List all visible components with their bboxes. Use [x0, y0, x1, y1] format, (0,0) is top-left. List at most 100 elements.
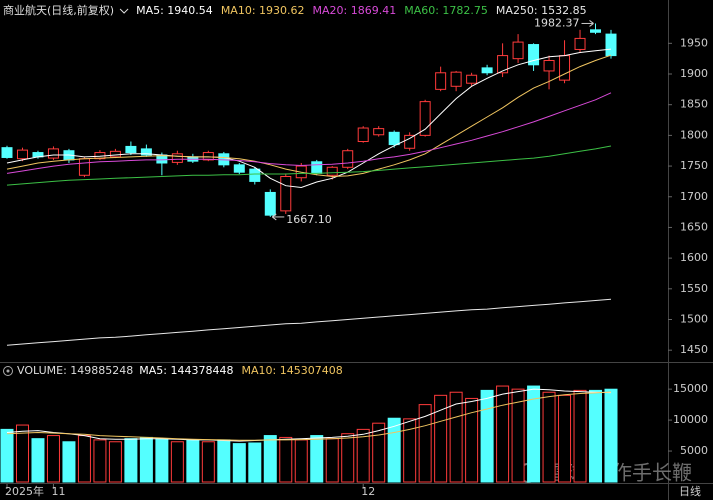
candle-body	[357, 127, 369, 143]
legend-entry: MA250: 1532.85	[496, 4, 587, 17]
y-tick-label: 1850	[680, 98, 708, 111]
volume-bar	[201, 441, 215, 483]
candle-body	[590, 29, 602, 33]
volume-bar	[542, 391, 556, 483]
volume-bar	[325, 438, 339, 483]
candle-body	[373, 128, 385, 136]
y-tick-label: 5000	[680, 444, 708, 457]
volume-bar	[356, 428, 370, 483]
y-tick-label: 10000	[673, 413, 708, 426]
x-tick-label: 11	[51, 485, 65, 498]
volume-bar	[387, 417, 401, 483]
volume-bar	[418, 404, 432, 483]
candle-body	[249, 168, 261, 182]
y-tick-label: 1800	[680, 128, 708, 141]
volume-bar	[527, 385, 541, 483]
candle-body	[140, 148, 152, 156]
volume-bar	[589, 389, 603, 483]
candle-body	[404, 134, 416, 149]
candle-body	[109, 150, 121, 158]
volume-bar	[434, 394, 448, 483]
candle-body	[280, 175, 292, 212]
candle-body	[311, 161, 323, 174]
volume-bar	[604, 388, 618, 483]
candle-body	[605, 33, 617, 57]
candle-body	[419, 101, 431, 136]
volume-bar	[403, 418, 417, 483]
candle-body	[202, 152, 214, 161]
dropdown-icon[interactable]	[119, 8, 129, 14]
annotation-label: 1667.10	[286, 213, 332, 226]
legend-entry: MA20: 1869.41	[313, 4, 397, 17]
volume-bar	[170, 441, 184, 483]
candle-body	[47, 148, 59, 159]
arrow-head	[589, 20, 594, 27]
moving-average-line	[6, 145, 612, 186]
volume-bar	[248, 442, 262, 483]
panel-title[interactable]: 商业航天(日线,前复权)	[3, 3, 114, 17]
y-tick-label: 1550	[680, 282, 708, 295]
candle-body	[512, 41, 524, 60]
y-tick-label: 15000	[673, 382, 708, 395]
annotation-label: 1982.37	[534, 16, 580, 29]
volume-bar	[573, 389, 587, 483]
candle-body	[528, 44, 540, 66]
volume-bar	[186, 439, 200, 483]
legend-entry: MA10: 1930.62	[221, 4, 305, 17]
candle-body	[497, 55, 509, 74]
volume-bar	[232, 443, 246, 483]
y-tick-label: 1500	[680, 312, 708, 325]
candle-body	[264, 191, 276, 216]
y-tick-label: 1650	[680, 220, 708, 233]
candle-body	[435, 72, 447, 90]
candle-body	[559, 55, 571, 81]
y-tick-label: 1600	[680, 251, 708, 264]
candle-body	[326, 166, 338, 176]
x-tick-label: 2025年	[5, 484, 44, 498]
volume-bar	[0, 428, 14, 483]
volume-bar	[558, 394, 572, 483]
moving-average-line	[6, 92, 612, 174]
volume-bar	[124, 438, 138, 483]
volume-bar	[480, 389, 494, 483]
moving-average-line	[6, 391, 612, 441]
legend-entry: MA10: 145307408	[241, 364, 342, 377]
volume-bar	[263, 435, 277, 483]
volume-bar	[93, 439, 107, 483]
legend-entry: MA60: 1782.75	[404, 4, 488, 17]
volume-bar	[31, 438, 45, 483]
x-tick-label: 12	[361, 485, 375, 498]
volume-icon-dot	[6, 369, 10, 373]
volume-bar	[465, 397, 479, 483]
candle-body	[342, 150, 354, 168]
candle-body	[1, 147, 13, 158]
volume-bar	[511, 388, 525, 483]
watermark: 作手长鞭	[612, 461, 692, 485]
legend-entry: MA5: 1940.54	[136, 4, 213, 17]
candle-body	[481, 67, 493, 74]
volume-bar	[108, 441, 122, 483]
volume-icon[interactable]	[3, 366, 13, 376]
candle-body	[233, 164, 245, 173]
moving-average-line	[6, 48, 612, 189]
volume-bar	[372, 422, 386, 483]
candle-body	[16, 149, 28, 160]
volume-bar	[496, 385, 510, 483]
legend-entry: MA5: 144378448	[139, 364, 233, 377]
y-tick-label: 1750	[680, 159, 708, 172]
y-tick-label: 1450	[680, 343, 708, 356]
y-tick-label: 1900	[680, 67, 708, 80]
panel-title[interactable]: VOLUME: 149885248	[17, 364, 133, 377]
candle-body	[543, 60, 555, 72]
volume-bar	[155, 438, 169, 483]
candle-body	[466, 74, 478, 84]
volume-bar	[294, 439, 308, 483]
volume-bar	[46, 435, 60, 483]
volume-bar	[449, 391, 463, 483]
volume-bar	[279, 436, 293, 483]
volume-bar	[217, 439, 231, 483]
candle-body	[78, 158, 90, 176]
period-label[interactable]: 日线	[679, 484, 701, 498]
